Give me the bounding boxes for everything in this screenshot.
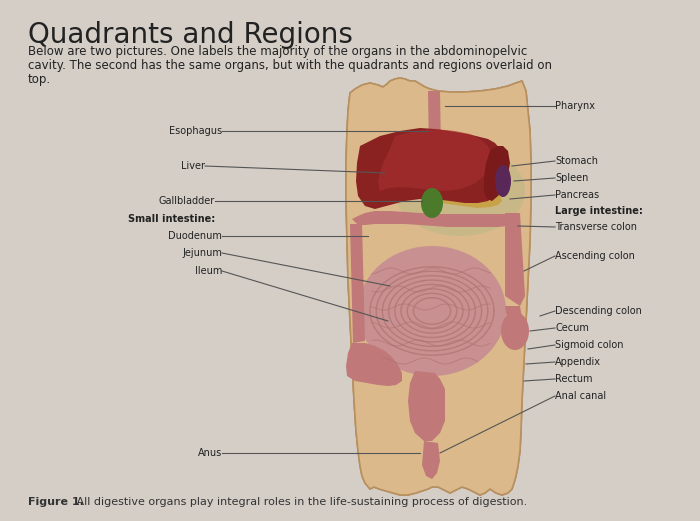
Text: Anus: Anus [197,448,222,458]
Polygon shape [350,224,365,343]
Polygon shape [346,78,531,495]
Text: Transverse colon: Transverse colon [555,222,637,232]
Polygon shape [378,129,492,191]
Text: Anal canal: Anal canal [555,391,606,401]
Text: Figure 1.: Figure 1. [28,497,84,507]
Polygon shape [346,343,402,386]
Polygon shape [505,213,525,306]
Polygon shape [346,78,531,495]
Polygon shape [484,146,510,201]
Text: Rectum: Rectum [555,374,592,384]
Polygon shape [352,211,515,227]
Text: Below are two pictures. One labels the majority of the organs in the abdominopel: Below are two pictures. One labels the m… [28,45,527,58]
Ellipse shape [395,146,525,236]
Text: Descending colon: Descending colon [555,306,642,316]
Text: Esophagus: Esophagus [169,126,222,136]
Text: Stomach: Stomach [555,156,598,166]
Text: cavity. The second has the same organs, but with the quadrants and regions overl: cavity. The second has the same organs, … [28,59,552,72]
Text: Pancreas: Pancreas [555,190,599,200]
Ellipse shape [495,165,511,197]
Polygon shape [438,193,502,209]
Ellipse shape [421,188,443,218]
Polygon shape [356,128,507,209]
Text: Small intestine:: Small intestine: [127,214,215,224]
Polygon shape [505,306,525,338]
Text: Ileum: Ileum [195,266,222,276]
Polygon shape [346,78,531,495]
Ellipse shape [501,312,529,350]
Text: Gallbladder: Gallbladder [159,196,215,206]
Text: Appendix: Appendix [555,357,601,367]
Text: Spleen: Spleen [555,173,589,183]
Text: Large intestine:: Large intestine: [555,206,643,216]
Ellipse shape [358,246,506,376]
Text: Jejunum: Jejunum [182,248,222,258]
Text: Sigmoid colon: Sigmoid colon [555,340,624,350]
Text: Quadrants and Regions: Quadrants and Regions [28,21,353,49]
Text: Liver: Liver [181,161,205,171]
Text: All digestive organs play integral roles in the life-sustaining process of diges: All digestive organs play integral roles… [73,497,527,507]
Polygon shape [428,91,442,211]
Text: Ascending colon: Ascending colon [555,251,635,261]
Text: Duodenum: Duodenum [168,231,222,241]
Polygon shape [408,371,445,441]
Polygon shape [422,441,440,479]
Text: top.: top. [28,73,51,86]
Text: Pharynx: Pharynx [555,101,595,111]
Text: Cecum: Cecum [555,323,589,333]
